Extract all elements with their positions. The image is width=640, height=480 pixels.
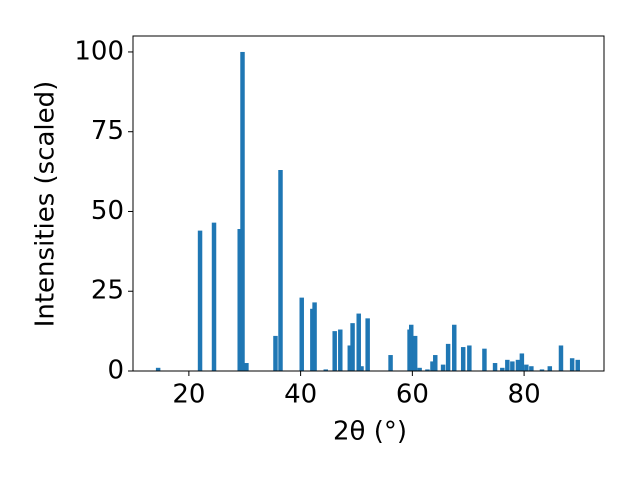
- y-tick-label: 50: [91, 196, 124, 226]
- bar: [515, 359, 521, 371]
- y-axis-label: Intensities (scaled): [31, 81, 61, 328]
- bar: [500, 367, 505, 371]
- bar: [197, 230, 203, 371]
- bar: [524, 364, 529, 371]
- y-tick-label: 100: [74, 36, 124, 66]
- bar: [460, 347, 466, 371]
- bar: [547, 366, 553, 371]
- bar: [338, 329, 343, 371]
- bar: [409, 324, 414, 371]
- bar: [365, 318, 370, 371]
- bar: [237, 229, 242, 371]
- bar: [445, 343, 451, 371]
- bar: [467, 345, 472, 371]
- x-tick-label: 80: [508, 380, 541, 410]
- bar: [356, 313, 361, 371]
- bar: [273, 335, 278, 371]
- bar: [440, 364, 446, 371]
- bar: [323, 369, 328, 371]
- x-tick-label: 60: [396, 380, 429, 410]
- bar: [510, 361, 515, 371]
- bar: [155, 367, 161, 371]
- bar: [575, 359, 580, 371]
- bar: [211, 222, 217, 371]
- x-tick-label: 40: [284, 380, 317, 410]
- x-tick-label: 20: [172, 380, 205, 410]
- bar: [417, 367, 422, 371]
- bar: [388, 355, 393, 371]
- y-tick-label: 25: [91, 276, 124, 306]
- bar: [312, 302, 317, 371]
- bar: [519, 353, 525, 371]
- x-axis-label: 2θ (°): [333, 417, 407, 447]
- bar: [569, 358, 575, 371]
- bar: [347, 345, 353, 371]
- bar: [452, 324, 457, 371]
- bar: [299, 297, 304, 371]
- y-tick-label: 75: [91, 116, 124, 146]
- bar: [482, 348, 487, 371]
- bar: [492, 363, 498, 371]
- bar: [359, 366, 364, 371]
- bar: [278, 170, 283, 371]
- bar: [425, 369, 430, 371]
- bar: [244, 363, 249, 371]
- axes-frame: [132, 35, 605, 372]
- y-tick-label: 0: [107, 356, 124, 386]
- bar: [505, 359, 510, 371]
- bar: [529, 366, 534, 371]
- plot-area: [155, 51, 580, 371]
- bar: [539, 369, 545, 371]
- bar: [332, 331, 337, 371]
- bar: [430, 361, 435, 371]
- bar: [558, 345, 564, 371]
- bar: [433, 355, 438, 371]
- bar: [240, 51, 245, 371]
- bar: [412, 335, 418, 371]
- bar: [350, 323, 355, 371]
